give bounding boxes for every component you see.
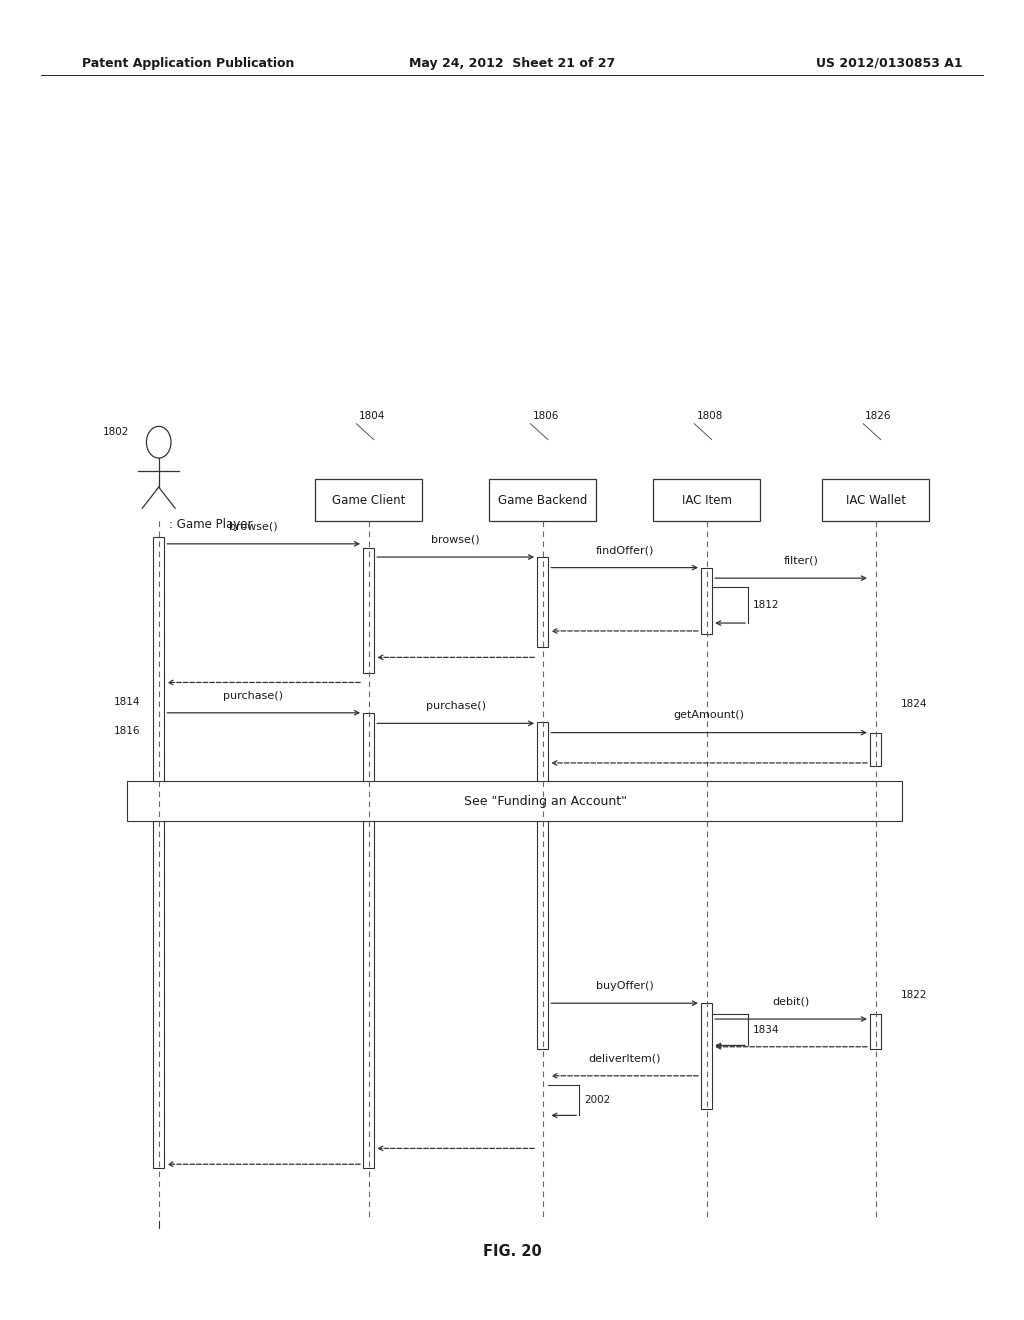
Text: US 2012/0130853 A1: US 2012/0130853 A1: [816, 57, 963, 70]
Bar: [362, 713, 375, 1168]
Text: Patent Application Publication: Patent Application Publication: [82, 57, 294, 70]
Text: IAC Wallet: IAC Wallet: [846, 494, 905, 507]
Bar: [315, 479, 422, 521]
Text: purchase(): purchase(): [426, 701, 485, 711]
Bar: [700, 1003, 713, 1109]
Text: 1804: 1804: [358, 411, 385, 421]
Bar: [154, 537, 164, 1168]
Text: 1814: 1814: [114, 697, 140, 708]
Text: IAC Item: IAC Item: [682, 494, 731, 507]
Text: 1806: 1806: [532, 411, 559, 421]
Text: getAmount(): getAmount(): [674, 710, 744, 721]
Bar: [362, 548, 375, 673]
Text: May 24, 2012  Sheet 21 of 27: May 24, 2012 Sheet 21 of 27: [409, 57, 615, 70]
Bar: [700, 568, 713, 634]
Text: findOffer(): findOffer(): [595, 545, 654, 556]
Text: FIG. 20: FIG. 20: [482, 1243, 542, 1259]
Bar: [870, 1014, 881, 1049]
Text: browse(): browse(): [229, 521, 278, 532]
Text: 1826: 1826: [865, 411, 892, 421]
Text: 1824: 1824: [901, 698, 928, 709]
Text: See "Funding an Account": See "Funding an Account": [464, 795, 627, 808]
Text: 1822: 1822: [901, 990, 928, 1001]
Bar: [821, 479, 930, 521]
Text: filter(): filter(): [783, 556, 819, 566]
Text: Game Client: Game Client: [332, 494, 406, 507]
Bar: [538, 557, 549, 647]
Text: 1816: 1816: [114, 726, 140, 737]
Text: buyOffer(): buyOffer(): [596, 981, 653, 991]
Text: deliverItem(): deliverItem(): [589, 1053, 660, 1064]
Text: Game Backend: Game Backend: [498, 494, 588, 507]
Text: 1834: 1834: [753, 1024, 779, 1035]
Bar: [127, 781, 902, 821]
Text: purchase(): purchase(): [223, 690, 284, 701]
Text: 1812: 1812: [753, 601, 779, 610]
Text: debit(): debit(): [772, 997, 810, 1007]
Text: 1802: 1802: [102, 426, 129, 437]
Bar: [489, 479, 596, 521]
Bar: [653, 479, 760, 521]
Bar: [870, 733, 881, 766]
Bar: [538, 722, 549, 1049]
Text: 1808: 1808: [696, 411, 723, 421]
Text: 2002: 2002: [584, 1096, 610, 1105]
Text: browse(): browse(): [431, 535, 480, 545]
Text: : Game Player: : Game Player: [169, 517, 253, 531]
